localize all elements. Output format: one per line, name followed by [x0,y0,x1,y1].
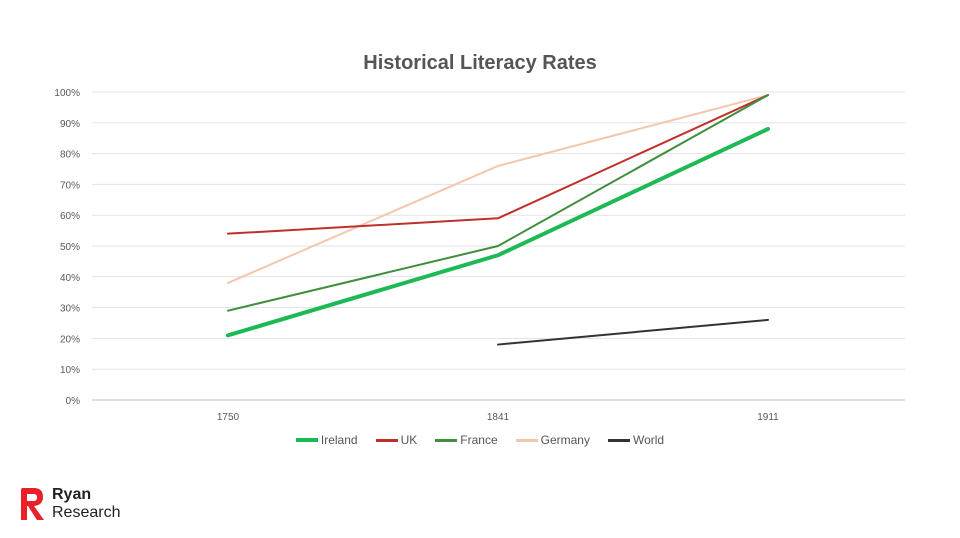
legend-item-ireland: Ireland [295,433,358,447]
legend-swatch-ireland [295,438,318,442]
y-tick-label: 60% [60,211,80,222]
legend-label-france: France [460,433,498,447]
y-tick-label: 10% [60,365,80,376]
y-tick-label: 90% [60,119,80,130]
y-tick-label: 20% [60,334,80,345]
legend-label-world: World [632,433,665,447]
chart-legend: Ireland UK France Germany World [0,433,960,447]
brand-logo: Ryan Research [18,486,120,522]
ryan-research-logo-icon [21,488,44,520]
legend-item-uk: UK [375,433,418,447]
x-tick-label: 1841 [487,412,510,423]
y-tick-label: 70% [60,180,80,191]
brand-name-line1: Ryan [52,486,92,503]
legend-item-world: World [607,433,665,447]
y-tick-label: 40% [60,273,80,284]
legend-label-uk: UK [400,433,418,447]
series-line-uk [227,94,769,235]
series-line-ireland [226,126,770,338]
legend-swatch-uk [375,438,398,442]
legend-item-france: France [435,433,498,447]
legend-swatch-germany [515,438,538,442]
legend-swatch-france [435,438,458,442]
y-tick-label: 30% [60,304,80,315]
brand-name-line2: Research [52,504,121,521]
brand-text: Ryan Research [52,486,120,522]
x-tick-label: 1911 [757,412,779,423]
y-tick-label: 50% [60,242,80,253]
y-tick-label: 80% [60,150,80,161]
legend-label-ireland: Ireland [320,433,358,447]
chart-title: Historical Literacy Rates [363,52,597,74]
y-tick-label: 0% [66,396,81,407]
legend-item-germany: Germany [515,433,590,447]
x-tick-label: 1750 [217,412,240,423]
series-line-germany [227,94,769,284]
y-tick-label: 100% [54,88,80,99]
series-line-france [227,94,769,312]
legend-label-germany: Germany [540,433,590,447]
legend-swatch-world [607,438,630,442]
series-line-world [497,318,769,346]
